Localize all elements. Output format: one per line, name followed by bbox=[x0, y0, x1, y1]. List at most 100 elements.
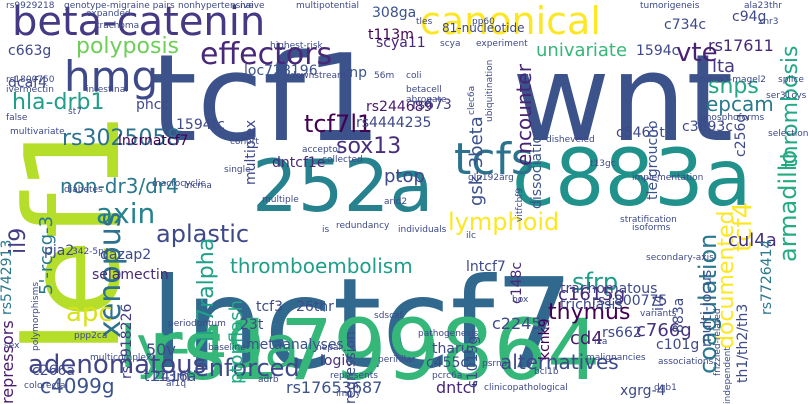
word: splice bbox=[778, 75, 804, 85]
word: cd4 bbox=[570, 328, 603, 349]
word: c766g bbox=[636, 320, 692, 341]
word: box bbox=[512, 295, 529, 305]
word: 2416a bbox=[152, 369, 197, 385]
word: snp bbox=[342, 65, 368, 81]
word: implementation bbox=[632, 173, 704, 183]
word: multipotential bbox=[296, 1, 360, 11]
word: rs17611 bbox=[708, 36, 774, 55]
word: pcrc6a bbox=[432, 371, 463, 381]
word: tle/groucho bbox=[645, 120, 661, 200]
word: ppp2ca bbox=[74, 331, 108, 341]
word: tcf1 bbox=[150, 30, 382, 169]
word: 56m bbox=[374, 71, 395, 81]
word: apc bbox=[66, 298, 113, 328]
word: scya11 bbox=[376, 35, 426, 51]
word: c734c bbox=[664, 17, 707, 33]
word: rs1800750 bbox=[6, 75, 55, 85]
word: ptop bbox=[384, 166, 425, 187]
word: gsk-3beta bbox=[466, 116, 487, 206]
word: ixa bbox=[594, 337, 608, 347]
word: kcnk9 bbox=[537, 318, 553, 360]
word: dcaf4 bbox=[8, 75, 47, 91]
word: thrombosis bbox=[778, 45, 803, 168]
word: tumorigeneis bbox=[640, 1, 700, 11]
word: axin bbox=[96, 197, 156, 230]
word: multi-locus bbox=[699, 269, 715, 347]
word: c663g bbox=[8, 43, 52, 59]
word: tcf3 bbox=[256, 299, 284, 315]
word: tcfs bbox=[454, 134, 534, 185]
word: xnr3 bbox=[758, 17, 779, 27]
word: univariate bbox=[536, 40, 628, 61]
word: rs9929218 bbox=[6, 1, 55, 11]
word: ala23thr bbox=[744, 1, 782, 11]
word: selamectin bbox=[92, 267, 169, 283]
word: expanded bbox=[86, 9, 131, 19]
word: phcc bbox=[136, 97, 170, 113]
word: acceptor bbox=[302, 145, 342, 155]
word: c455c bbox=[426, 355, 469, 371]
word: 308ga bbox=[372, 5, 417, 21]
word: secondary-axis bbox=[646, 253, 714, 263]
word: multiple bbox=[262, 195, 299, 205]
word: metaanalyses bbox=[246, 337, 344, 353]
word: lnctcf7 bbox=[150, 252, 574, 397]
word: t113m bbox=[368, 27, 414, 43]
word: tles bbox=[416, 17, 433, 27]
word: isoforms bbox=[632, 223, 671, 233]
word: loc728196 bbox=[244, 63, 318, 79]
word: independent bbox=[723, 347, 733, 404]
word: c94g bbox=[732, 9, 767, 25]
word: naive bbox=[240, 1, 265, 11]
word: vitfcbf9 bbox=[515, 187, 525, 222]
word: clec6a bbox=[467, 85, 477, 115]
word: sox13 bbox=[336, 134, 402, 159]
word: adenomatous bbox=[28, 350, 207, 380]
word: 1594tc bbox=[176, 117, 225, 133]
word: 1594c bbox=[636, 43, 680, 59]
word: imply bbox=[336, 389, 361, 399]
word: multicomplex bbox=[90, 353, 152, 363]
word: ly-49a bbox=[120, 313, 300, 381]
word: beta-catenin bbox=[12, 0, 266, 45]
word: frizzled-related bbox=[713, 308, 723, 376]
word: lta bbox=[712, 56, 736, 77]
word: c883a bbox=[512, 134, 752, 224]
word: downstream bbox=[290, 71, 346, 81]
word: colorectal bbox=[24, 381, 68, 391]
word: selection bbox=[768, 129, 808, 139]
word: 252a bbox=[252, 144, 434, 228]
word: c101g bbox=[656, 337, 700, 353]
word: adrb bbox=[258, 375, 279, 385]
word: c5465t bbox=[616, 125, 665, 141]
word: tharu bbox=[432, 341, 470, 357]
word: abrogate bbox=[406, 95, 447, 105]
word: polyposis bbox=[76, 34, 180, 59]
word: ubiquitination bbox=[485, 59, 495, 122]
word: th1/th2/th3 bbox=[735, 303, 751, 383]
word: sex bbox=[4, 341, 20, 351]
word: malignancies bbox=[586, 353, 646, 363]
word: lncrnatcf7 bbox=[118, 133, 189, 149]
word: hmg bbox=[64, 52, 159, 101]
word: il9 bbox=[6, 227, 31, 254]
word: thymus bbox=[548, 300, 631, 325]
word: 23t bbox=[240, 317, 264, 333]
word: rs3025058 bbox=[62, 126, 181, 151]
word: rs244689 bbox=[366, 99, 433, 115]
word: 342-5p bbox=[72, 247, 104, 257]
word: bcl1b bbox=[534, 367, 559, 377]
word: is bbox=[322, 225, 330, 235]
word: psrna bbox=[482, 359, 508, 369]
word: ser31cys bbox=[766, 91, 807, 101]
word: dntcf bbox=[436, 378, 477, 397]
word: rs1800775 bbox=[592, 293, 668, 309]
word: gln192arg bbox=[468, 173, 514, 183]
word: snps bbox=[708, 74, 759, 99]
word: collected bbox=[322, 155, 363, 165]
word: lymphoid bbox=[448, 208, 560, 236]
word: lntcf7 bbox=[466, 259, 506, 275]
word: pp60 bbox=[472, 17, 495, 27]
word: vte bbox=[676, 38, 718, 68]
